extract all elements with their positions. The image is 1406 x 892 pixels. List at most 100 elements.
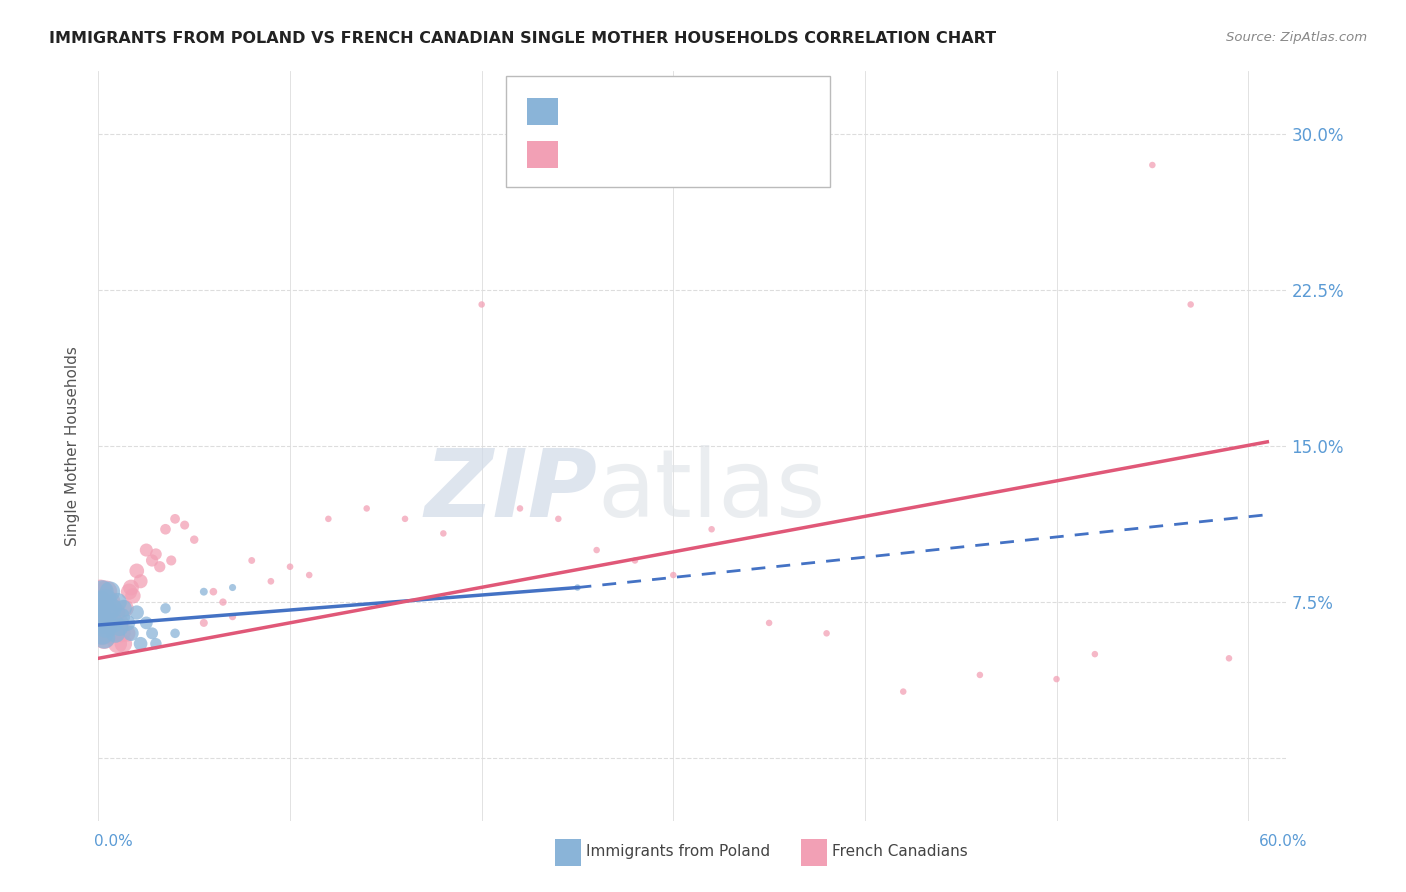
- Point: [114, 601, 136, 615]
- Text: 60.0%: 60.0%: [1260, 834, 1308, 848]
- Point: [969, 668, 991, 682]
- Text: Source: ZipAtlas.com: Source: ZipAtlas.com: [1226, 31, 1367, 45]
- Point: [91, 615, 114, 630]
- Point: [89, 595, 111, 609]
- Point: [240, 553, 263, 567]
- Point: [193, 615, 215, 630]
- Point: [155, 522, 177, 536]
- Point: [145, 547, 167, 561]
- Point: [110, 609, 132, 624]
- Point: [394, 512, 416, 526]
- Text: atlas: atlas: [598, 445, 825, 537]
- Point: [91, 626, 114, 640]
- Point: [1142, 158, 1164, 172]
- Point: [97, 615, 120, 630]
- Point: [173, 518, 195, 533]
- Point: [120, 581, 142, 595]
- Point: [115, 626, 138, 640]
- Point: [141, 626, 163, 640]
- Point: [93, 620, 115, 634]
- Point: [129, 574, 152, 589]
- Point: [155, 601, 177, 615]
- Point: [94, 601, 117, 615]
- Point: [700, 522, 723, 536]
- Point: [141, 553, 163, 567]
- Point: [662, 568, 685, 582]
- Point: [101, 609, 124, 624]
- Point: [509, 501, 531, 516]
- Point: [221, 581, 243, 595]
- Point: [160, 553, 183, 567]
- Point: [97, 606, 120, 620]
- Point: [1218, 651, 1240, 665]
- Point: [135, 543, 157, 558]
- Point: [567, 581, 589, 595]
- Point: [107, 637, 129, 651]
- Point: [89, 609, 111, 624]
- Point: [202, 584, 225, 599]
- Point: [112, 601, 135, 615]
- Text: R = 0.483   N = 69: R = 0.483 N = 69: [569, 149, 721, 163]
- Point: [278, 559, 301, 574]
- Point: [94, 593, 117, 607]
- Point: [298, 568, 321, 582]
- Point: [101, 601, 124, 615]
- Point: [120, 626, 142, 640]
- Point: [183, 533, 205, 547]
- Point: [98, 584, 121, 599]
- Point: [104, 606, 127, 620]
- Point: [193, 584, 215, 599]
- Point: [891, 684, 914, 698]
- Point: [432, 526, 454, 541]
- Point: [108, 615, 131, 630]
- Point: [101, 601, 124, 615]
- Text: 0.0%: 0.0%: [94, 834, 134, 848]
- Point: [318, 512, 340, 526]
- Point: [108, 620, 131, 634]
- Point: [356, 501, 378, 516]
- Point: [93, 631, 115, 645]
- Point: [98, 620, 121, 634]
- Point: [93, 615, 115, 630]
- Text: IMMIGRANTS FROM POLAND VS FRENCH CANADIAN SINGLE MOTHER HOUSEHOLDS CORRELATION C: IMMIGRANTS FROM POLAND VS FRENCH CANADIA…: [49, 31, 997, 46]
- Text: ZIP: ZIP: [425, 445, 598, 537]
- Point: [118, 584, 141, 599]
- Point: [212, 595, 235, 609]
- Point: [103, 615, 125, 630]
- Point: [1045, 672, 1067, 686]
- Point: [94, 584, 117, 599]
- Point: [94, 620, 117, 634]
- Point: [165, 626, 187, 640]
- Point: [115, 615, 138, 630]
- Point: [624, 553, 647, 567]
- Point: [149, 559, 172, 574]
- Point: [135, 615, 157, 630]
- Point: [89, 609, 111, 624]
- Point: [89, 584, 111, 599]
- Point: [91, 584, 114, 599]
- Text: Immigrants from Poland: Immigrants from Poland: [586, 845, 770, 859]
- Point: [125, 564, 148, 578]
- Text: French Canadians: French Canadians: [832, 845, 969, 859]
- Point: [260, 574, 283, 589]
- Text: R = 0.206   N = 30: R = 0.206 N = 30: [569, 106, 721, 120]
- Point: [93, 601, 115, 615]
- Point: [165, 512, 187, 526]
- Point: [1084, 647, 1107, 661]
- Point: [129, 637, 152, 651]
- Point: [125, 606, 148, 620]
- Point: [221, 609, 243, 624]
- Point: [98, 595, 121, 609]
- Point: [91, 626, 114, 640]
- Point: [104, 626, 127, 640]
- Point: [93, 593, 115, 607]
- Point: [815, 626, 838, 640]
- Point: [97, 626, 120, 640]
- Point: [471, 297, 494, 311]
- Point: [122, 589, 145, 603]
- Point: [93, 631, 115, 645]
- Point: [1180, 297, 1202, 311]
- Point: [758, 615, 780, 630]
- Point: [103, 615, 125, 630]
- Point: [94, 606, 117, 620]
